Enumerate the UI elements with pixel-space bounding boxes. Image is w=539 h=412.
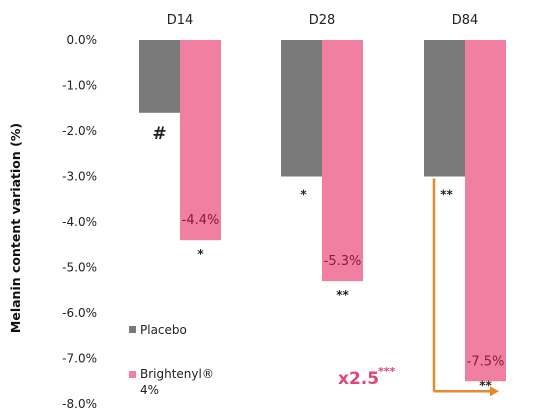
legend: Placebo Brightenyl® 4% [129,323,214,397]
brightenyl-bar [322,40,363,282]
y-tick-label: -7.0% [62,352,97,366]
y-tick-label: -4.0% [62,215,97,229]
bar-data-label: -4.4% [182,213,220,228]
arrow-head [490,386,499,397]
bar-data-label: -7.5% [467,354,505,369]
ratio-label: x2.5 [338,369,379,389]
bars [139,40,506,382]
y-tick-label: -8.0% [62,397,97,411]
legend-label-placebo: Placebo [140,323,187,337]
legend-swatch-placebo [129,326,136,333]
placebo-significance-mark: * [300,188,307,202]
brightenyl-bar [465,40,506,382]
ratio-annotation: x2.5*** [338,178,499,397]
brightenyl-bar [180,40,221,241]
y-tick-label: -2.0% [62,124,97,138]
ratio-significance-mark: *** [378,365,396,378]
legend-label-brightenyl-dose: 4% [140,383,159,397]
bar-data-label: -5.3% [324,254,362,269]
placebo-bar [281,40,322,177]
placebo-bar [139,40,180,113]
y-axis-ticks: 0.0% -1.0% -2.0% -3.0% -4.0% -5.0% -6.0% -7.0% -… [62,33,97,411]
category-label: D28 [309,13,336,28]
placebo-significance-mark: ** [440,188,453,202]
y-tick-label: -3.0% [62,170,97,184]
brightenyl-significance-mark: * [197,247,204,261]
legend-swatch-brightenyl [129,371,136,378]
category-label: D14 [167,13,194,28]
category-labels: D14 D28 D84 [167,13,479,28]
data-labels: -4.4%#* -5.3%***-7.5%**** [152,124,504,392]
placebo-significance-mark: # [152,124,166,144]
brightenyl-significance-mark: ** [336,288,349,302]
y-tick-label: -1.0% [62,79,97,93]
y-tick-label: -6.0% [62,306,97,320]
y-tick-label: -5.0% [62,261,97,275]
brightenyl-significance-mark: ** [479,378,492,392]
placebo-bar [424,40,465,177]
legend-label-brightenyl: Brightenyl® [140,367,214,381]
category-label: D84 [452,13,479,28]
y-tick-label: 0.0% [67,33,98,47]
y-axis-label: Melanin content variation (%) [8,123,23,333]
